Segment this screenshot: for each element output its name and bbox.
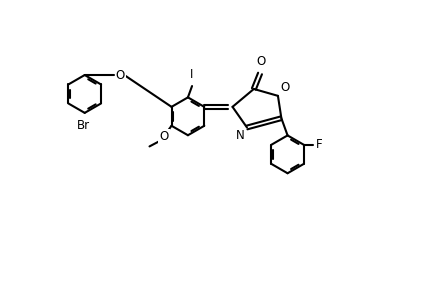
Text: O: O bbox=[115, 69, 125, 82]
Text: O: O bbox=[281, 81, 290, 94]
Text: Br: Br bbox=[76, 119, 89, 132]
Text: O: O bbox=[257, 55, 266, 68]
Text: N: N bbox=[235, 129, 244, 142]
Text: O: O bbox=[159, 130, 169, 143]
Text: F: F bbox=[316, 138, 323, 151]
Text: I: I bbox=[190, 68, 194, 81]
